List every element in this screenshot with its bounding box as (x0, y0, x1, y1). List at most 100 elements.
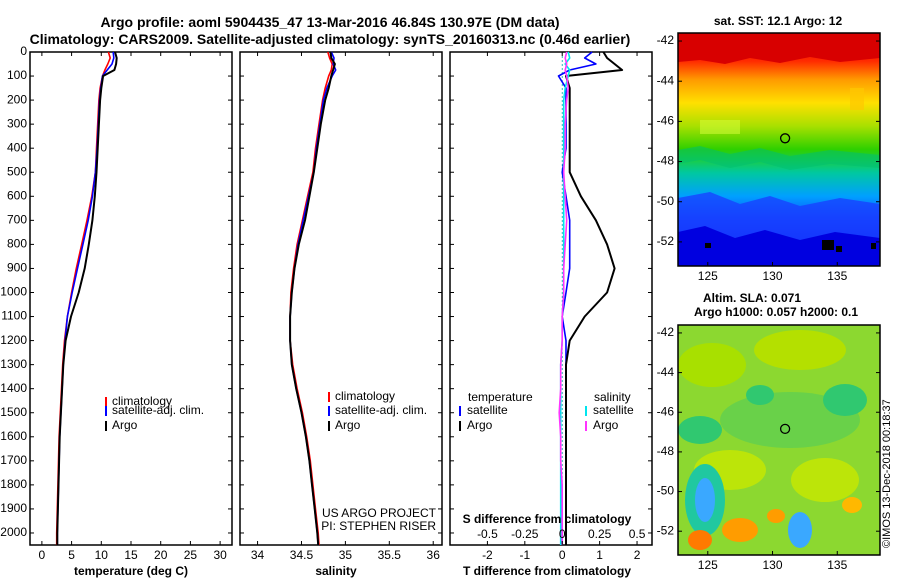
pressure-tick-label: 1200 (0, 333, 27, 347)
map-lat-label: -50 (657, 194, 675, 208)
sla-map-axes: 125 130 135 -42 -44 -46 -48 -50 -52 (657, 325, 880, 572)
sst-map-image (678, 33, 880, 266)
x-tick-label: 34.5 (290, 548, 314, 562)
x-tick-label: 35 (339, 548, 353, 562)
temperature-legend: climatology satellite-adj. clim. Argo (105, 394, 204, 432)
sst-map-frame (677, 32, 881, 267)
map-lon-label: 125 (698, 269, 718, 283)
figure-title-line1: Argo profile: aoml 5904435_47 13-Mar-201… (100, 14, 560, 30)
pressure-tick-label: 1500 (0, 405, 27, 419)
map-lat-label: -44 (657, 73, 675, 87)
argo-location-marker (779, 133, 791, 144)
x-tick-label: 34 (251, 548, 265, 562)
map-lat-label: -48 (657, 444, 675, 458)
map-lat-label: -52 (657, 523, 675, 537)
legend-s-argo-label: Argo (593, 418, 619, 432)
x-tick-label: 10 (95, 548, 109, 562)
pressure-tick-label: 800 (7, 237, 27, 251)
sla-map-frame (677, 324, 881, 556)
sst-map-title: sat. SST: 12.1 Argo: 12 (714, 14, 843, 28)
pressure-tick-label: 2000 (0, 525, 27, 539)
pressure-tick-label: 600 (7, 188, 27, 202)
x-tick-label: 5 (68, 548, 75, 562)
difference-legend-salinity: salinity satellite Argo (585, 390, 634, 432)
temperature-xlabel: temperature (deg C) (74, 564, 188, 578)
pressure-tick-label: 1700 (0, 453, 27, 467)
s-tick-label: -0.5 (477, 527, 498, 541)
series-line-climatology (55, 51, 111, 545)
series-line-temperature-argo (565, 51, 624, 545)
s-tick-label: 0.25 (588, 527, 612, 541)
salinity-xlabel: salinity (315, 564, 357, 578)
x-tick-label: 15 (124, 548, 138, 562)
pressure-tick-label: 100 (7, 68, 27, 82)
pressure-tick-label: 1800 (0, 477, 27, 491)
map-lat-label: -42 (657, 325, 675, 339)
map-lat-label: -44 (657, 365, 675, 379)
temperature-panel: 0100200300400500600700800900100011001200… (0, 44, 233, 578)
legend-satellite-label: satellite-adj. clim. (335, 403, 427, 417)
imos-timestamp: ©IMOS 13-Dec-2018 00:18:37 (881, 399, 893, 548)
x-tick-label: 25 (184, 548, 198, 562)
legend-t-satellite-label: satellite (467, 403, 508, 417)
sst-map-panel: sat. SST: 12.1 Argo: 12 125 130 135 -42 -44 -… (657, 14, 881, 283)
sla-map-title-line1: Altim. SLA: 0.071 (703, 291, 801, 305)
salinity-axis: 34 34.5 35 35.5 36 (240, 51, 442, 562)
sla-map-image (678, 325, 880, 555)
series-line-satellite-adj-clim- (289, 51, 337, 546)
legend-t-argo-label: Argo (467, 418, 493, 432)
series-line-argo (56, 51, 118, 545)
map-lat-label: -48 (657, 154, 675, 168)
salinity-legend: climatology satellite-adj. clim. Argo (328, 389, 427, 432)
pressure-tick-label: 1400 (0, 381, 27, 395)
pressure-tick-label: 300 (7, 116, 27, 130)
difference-t-xlabel: T difference from climatology (463, 564, 631, 578)
temperature-chart (55, 51, 118, 545)
temperature-axis: 0100200300400500600700800900100011001200… (0, 44, 232, 562)
pressure-tick-label: 500 (7, 164, 27, 178)
x-tick-label: 35.5 (378, 548, 402, 562)
map-lon-label: 130 (763, 558, 783, 572)
salinity-chart (289, 51, 337, 546)
credit-pi: PI: STEPHEN RISER (321, 519, 436, 533)
pressure-tick-label: 700 (7, 213, 27, 227)
pressure-tick-label: 1300 (0, 357, 27, 371)
s-tick-label: -0.25 (511, 527, 539, 541)
legend-salinity-header: salinity (594, 390, 631, 404)
x-tick-label: 1 (596, 548, 603, 562)
figure-title-line2: Climatology: CARS2009. Satellite-adjuste… (29, 31, 631, 47)
map-lat-label: -42 (657, 33, 675, 47)
legend-climatology-label: climatology (335, 389, 395, 403)
x-tick-label: -1 (519, 548, 530, 562)
s-tick-label: 0.5 (629, 527, 646, 541)
pressure-tick-label: 400 (7, 140, 27, 154)
s-tick-label: 0 (559, 527, 566, 541)
sla-map-panel: Altim. SLA: 0.071 Argo h1000: 0.057 h200… (657, 291, 881, 572)
sla-map-title-line2: Argo h1000: 0.057 h2000: 0.1 (694, 305, 858, 319)
difference-axis: -2 -1 0 1 2 -0.5 -0.25 0 0.25 0.5 (450, 51, 652, 562)
pressure-tick-label: 1000 (0, 285, 27, 299)
map-lon-label: 125 (698, 558, 718, 572)
map-lon-label: 130 (763, 269, 783, 283)
x-tick-label: 36 (427, 548, 441, 562)
difference-plot-frame (449, 51, 653, 546)
argo-location-marker (779, 423, 791, 435)
difference-chart (557, 51, 624, 545)
pressure-tick-label: 1900 (0, 501, 27, 515)
salinity-panel: 34 34.5 35 35.5 36 salinity climatology sate… (239, 51, 443, 578)
sst-map-axes: 125 130 135 -42 -44 -46 -48 -50 -52 (657, 33, 880, 283)
series-line-satellite-adj-clim- (56, 51, 115, 545)
x-tick-label: 0 (39, 548, 46, 562)
series-line-salinity-argo (558, 51, 570, 545)
credit-project: US ARGO PROJECT (322, 506, 437, 520)
series-line-argo (289, 51, 336, 546)
difference-s-xlabel: S difference from climatology (463, 512, 632, 526)
pressure-tick-label: 900 (7, 261, 27, 275)
map-lon-label: 135 (827, 558, 847, 572)
x-tick-label: 30 (213, 548, 227, 562)
legend-satellite-label: satellite-adj. clim. (112, 403, 204, 417)
map-lat-label: -46 (657, 404, 675, 418)
x-tick-label: 0 (559, 548, 566, 562)
legend-argo-label: Argo (112, 418, 138, 432)
